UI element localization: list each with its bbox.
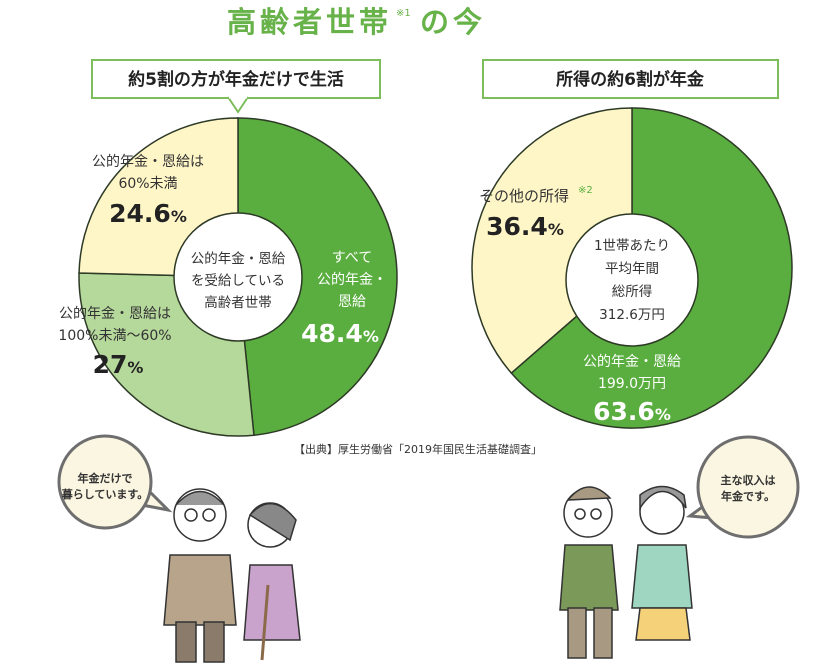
right-heading-box: 所得の約6割が年金 <box>482 59 779 99</box>
slice-note-other: ※2 <box>578 185 593 196</box>
slice-label-100-60: 100%未満〜60% <box>58 328 171 344</box>
slice-label-pension: 公的年金・恩給 <box>583 354 681 370</box>
left-bubble-line-2: 暮らしています。 <box>61 487 149 501</box>
slice-value-100-60: 27% <box>93 350 144 379</box>
man-figure <box>163 488 237 663</box>
slice-value-pension: 63.6% <box>593 397 671 426</box>
slice-value-other: 36.4% <box>486 212 564 241</box>
left-couple-illustration <box>163 488 301 663</box>
pie-center-circle <box>173 212 303 342</box>
right-center-line-3: 総所得 <box>612 283 653 300</box>
slice-label-100-60: 公的年金・恩給は <box>59 306 171 322</box>
left-center-line-2: を受給している <box>191 273 285 289</box>
slice-label-pension-amount: 199.0万円 <box>598 376 666 392</box>
left-speech-bubble: 年金だけで 暮らしています。 <box>57 434 173 530</box>
source-citation: 【出典】厚生労働省「2019年国民生活基礎調査」 <box>294 442 542 456</box>
woman-figure <box>243 502 301 661</box>
pie-center-circle <box>565 213 699 347</box>
title-main: 高齢者世帯 <box>227 5 392 39</box>
right-pie-labels: 1世帯あたり 平均年間 総所得 312.6万円 公的年金・恩給 199.0万円 … <box>479 185 681 426</box>
title-note: ※1 <box>396 8 411 19</box>
slice-label-all: 公的年金・ <box>317 272 387 288</box>
left-heading: 約5割の方が年金だけで生活 <box>128 69 344 90</box>
right-pie <box>471 107 793 429</box>
left-pie <box>78 117 398 437</box>
right-heading: 所得の約6割が年金 <box>556 69 705 90</box>
right-center-line-4: 312.6万円 <box>599 307 665 323</box>
right-bubble-line-2: 年金です。 <box>721 489 775 503</box>
slice-label-under-60: 公的年金・恩給は <box>92 154 204 170</box>
slice-value-all: 48.4% <box>301 319 379 348</box>
right-couple-illustration <box>559 485 693 659</box>
right-speech-bubble: 主な収入は 年金です。 <box>685 435 800 539</box>
left-bubble-line-1: 年金だけで <box>78 471 133 485</box>
man-figure <box>559 486 619 659</box>
slice-value-under-60: 24.6% <box>109 199 187 228</box>
left-heading-box: 約5割の方が年金だけで生活 <box>91 59 381 114</box>
left-center-line-3: 高齢者世帯 <box>204 294 272 311</box>
left-center-line-1: 公的年金・恩給 <box>191 251 286 267</box>
slice-label-all: 恩給 <box>338 294 366 310</box>
slice-label-under-60: 60%未満 <box>118 176 177 192</box>
slice-label-other: その他の所得 <box>479 187 569 205</box>
slice-label-all: すべて <box>332 250 372 266</box>
pie-slice <box>471 107 633 375</box>
title-tail: の今 <box>420 5 486 39</box>
right-center-line-2: 平均年間 <box>605 261 659 277</box>
pie-slice <box>237 117 398 437</box>
woman-figure <box>631 485 693 641</box>
left-pie-labels: 公的年金・恩給 を受給している 高齢者世帯 すべて 公的年金・ 恩給 48.4%… <box>58 154 387 379</box>
right-bubble-line-1: 主な収入は <box>721 473 776 487</box>
right-center-line-1: 1世帯あたり <box>594 238 670 254</box>
